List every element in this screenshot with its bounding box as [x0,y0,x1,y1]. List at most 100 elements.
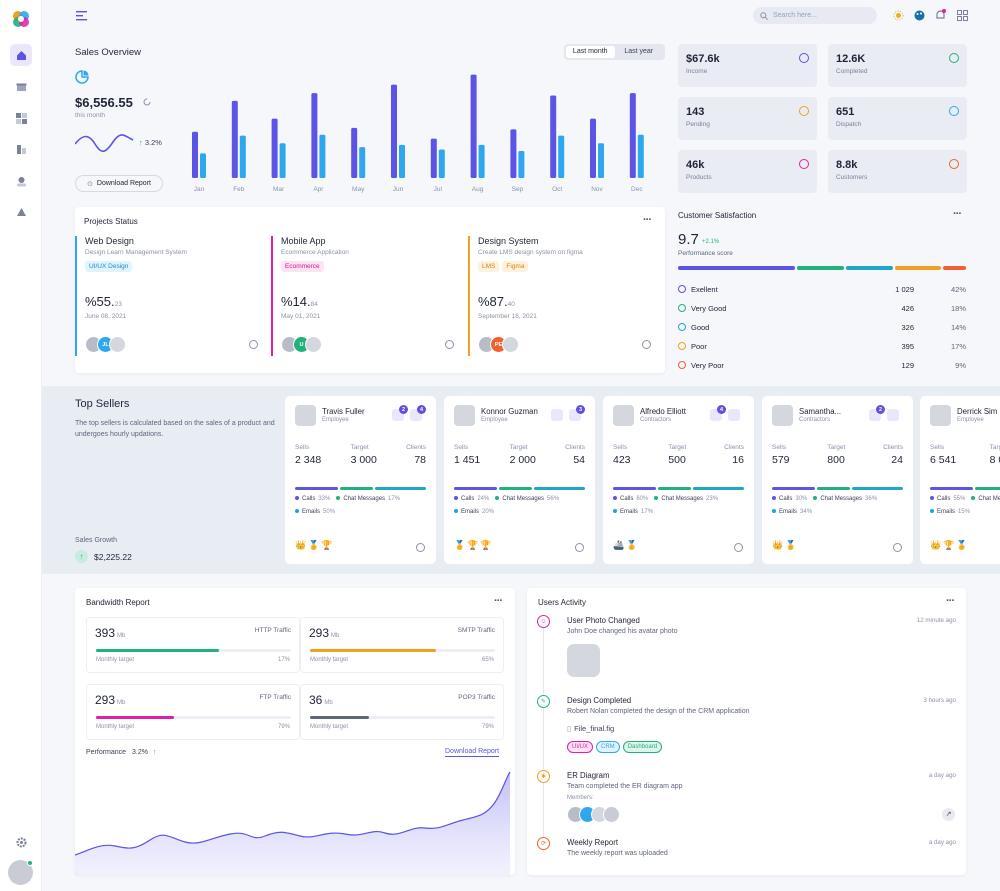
open-arrow-icon[interactable]: ↗ [942,808,955,821]
last-month-tab[interactable]: Last month [566,46,615,58]
settings-icon[interactable] [445,340,454,349]
settings-icon[interactable] [249,340,258,349]
more-icon[interactable]: ··· [643,214,652,226]
chat-percent: 56% [547,496,560,502]
stat-tile[interactable]: 651 Dispatch [828,97,967,140]
avatar[interactable] [109,336,126,353]
settings-icon[interactable] [575,543,584,552]
home-icon[interactable] [10,44,32,66]
settings-icon[interactable] [10,831,32,853]
stat-tile[interactable]: $67.6k Income [678,44,817,87]
bar-aug-s1 [470,74,477,178]
project-color-bar [468,236,470,356]
seller-legend-row: Emails 17% [613,509,653,515]
grid-icon[interactable] [10,107,32,129]
shapes-icon[interactable] [10,201,32,223]
last-year-tab[interactable]: Last year [624,48,654,55]
project-item[interactable]: Design System Create LMS design system on… [468,236,658,356]
bandwidth-item[interactable]: 393 Mb HTTP Traffic Monthly target 17% [86,617,300,673]
project-item[interactable]: Mobile App Ecommerce Application Ecommerce… [271,236,461,356]
settings-icon[interactable] [893,543,902,552]
stat-label: Target [827,444,846,451]
attached-file[interactable]: ▯ File_final.fig [567,724,614,733]
activity-time: 12 minute ago [916,617,956,624]
download-report-link[interactable]: Download Report [445,748,500,757]
refresh-icon[interactable] [143,98,151,108]
seller-name: Derrick Sim [957,407,998,416]
gift-icon[interactable] [10,75,32,97]
settings-icon[interactable] [734,543,743,552]
search-input[interactable]: Search here... [753,7,877,24]
bar-jul-s1 [430,138,437,178]
download-report-label: Download Report [96,180,151,187]
sun-icon[interactable] [893,10,904,23]
logo[interactable] [11,9,31,29]
circle-icon [678,323,686,331]
project-avatars: JL [85,336,126,353]
chat-icon[interactable] [551,409,563,421]
satisfaction-row: Very Good 426 18% [678,302,966,314]
traffic-type: HTTP Traffic [254,627,291,634]
mail-icon[interactable]: 3 [569,405,585,421]
mail-icon[interactable] [887,409,899,421]
circle-icon [678,304,686,312]
stat-label: Clients [883,444,903,451]
apps-icon[interactable] [957,10,968,23]
circle-icon [678,285,686,293]
more-icon[interactable]: ··· [494,595,503,607]
satisfaction-percent: 42% [950,284,966,294]
x-tick-label: Feb [233,186,245,193]
project-desc: Ecommerce Application [281,249,349,256]
activity-desc: Robert Nolan completed the design of the… [567,708,750,715]
avatar[interactable] [305,336,322,353]
more-icon[interactable]: ··· [953,208,962,220]
chat-icon[interactable]: 2 [392,405,408,421]
avatar[interactable] [502,336,519,353]
download-report-button[interactable]: ⊙ Download Report [75,175,163,192]
settings-icon[interactable] [642,340,651,349]
legend-dot [613,509,617,514]
calls-percent: 33% [318,496,331,502]
more-icon[interactable]: ··· [946,595,955,607]
project-name: Web Design [85,236,134,246]
seller-card[interactable]: Samantha... Contractors 2 Sells 579 Target 800… [762,396,913,564]
bell-icon[interactable] [935,9,946,23]
satisfaction-level: Good [691,322,710,332]
stat-tile[interactable]: 8.8k Customers [828,150,967,193]
seller-card[interactable]: Konnor Guzman Employee 3 Sells 1 451 Target 2 … [444,396,595,564]
activity-tag: UI/UX [567,741,594,753]
stat-tile[interactable]: 143 Pending [678,97,817,140]
arrow-up-icon: ↑ [139,138,145,147]
project-item[interactable]: Web Design Design Learn Management System… [75,236,265,356]
user-icon[interactable] [10,170,32,192]
stat-tile[interactable]: 12.6K Completed [828,44,967,87]
avatar-photo[interactable] [567,644,600,677]
chat-icon[interactable]: 4 [710,405,726,421]
mail-icon[interactable] [728,409,740,421]
avatar[interactable] [603,806,620,823]
bandwidth-item[interactable]: 293 Mb FTP Traffic Monthly target 79% [86,684,300,740]
palette-icon[interactable] [914,10,925,23]
traffic-type: FTP Traffic [259,694,291,701]
bandwidth-item[interactable]: 36 Mb POP3 Traffic Monthly target 79% [300,684,504,740]
x-tick-label: Jul [434,186,443,193]
settings-icon[interactable] [416,543,425,552]
sales-growth-label: Sales Growth [75,537,118,544]
seller-stat-sells: Sells 2 348 [295,444,321,466]
dollar-icon [799,53,809,63]
chat-icon[interactable]: 2 [869,405,885,421]
menu-icon[interactable] [76,10,87,23]
seller-card[interactable]: Alfredo Elliott Contractors 4 Sells 423 Targe… [603,396,754,564]
bandwidth-item[interactable]: 293 Mb SMTP Traffic Monthly target 65% [300,617,504,673]
stat-label: Dispatch [836,121,862,128]
stat-tile[interactable]: 46k Products [678,150,817,193]
x-tick-label: Apr [313,186,324,193]
seller-card[interactable]: Travis Fuller Employee 2 4 Sells 2 348 Target 3… [285,396,436,564]
layers-icon[interactable] [10,138,32,160]
mail-icon[interactable]: 4 [410,405,426,421]
project-desc: Design Learn Management System [85,249,187,256]
seller-photo [613,405,634,426]
stat-label: Sells [930,444,945,451]
